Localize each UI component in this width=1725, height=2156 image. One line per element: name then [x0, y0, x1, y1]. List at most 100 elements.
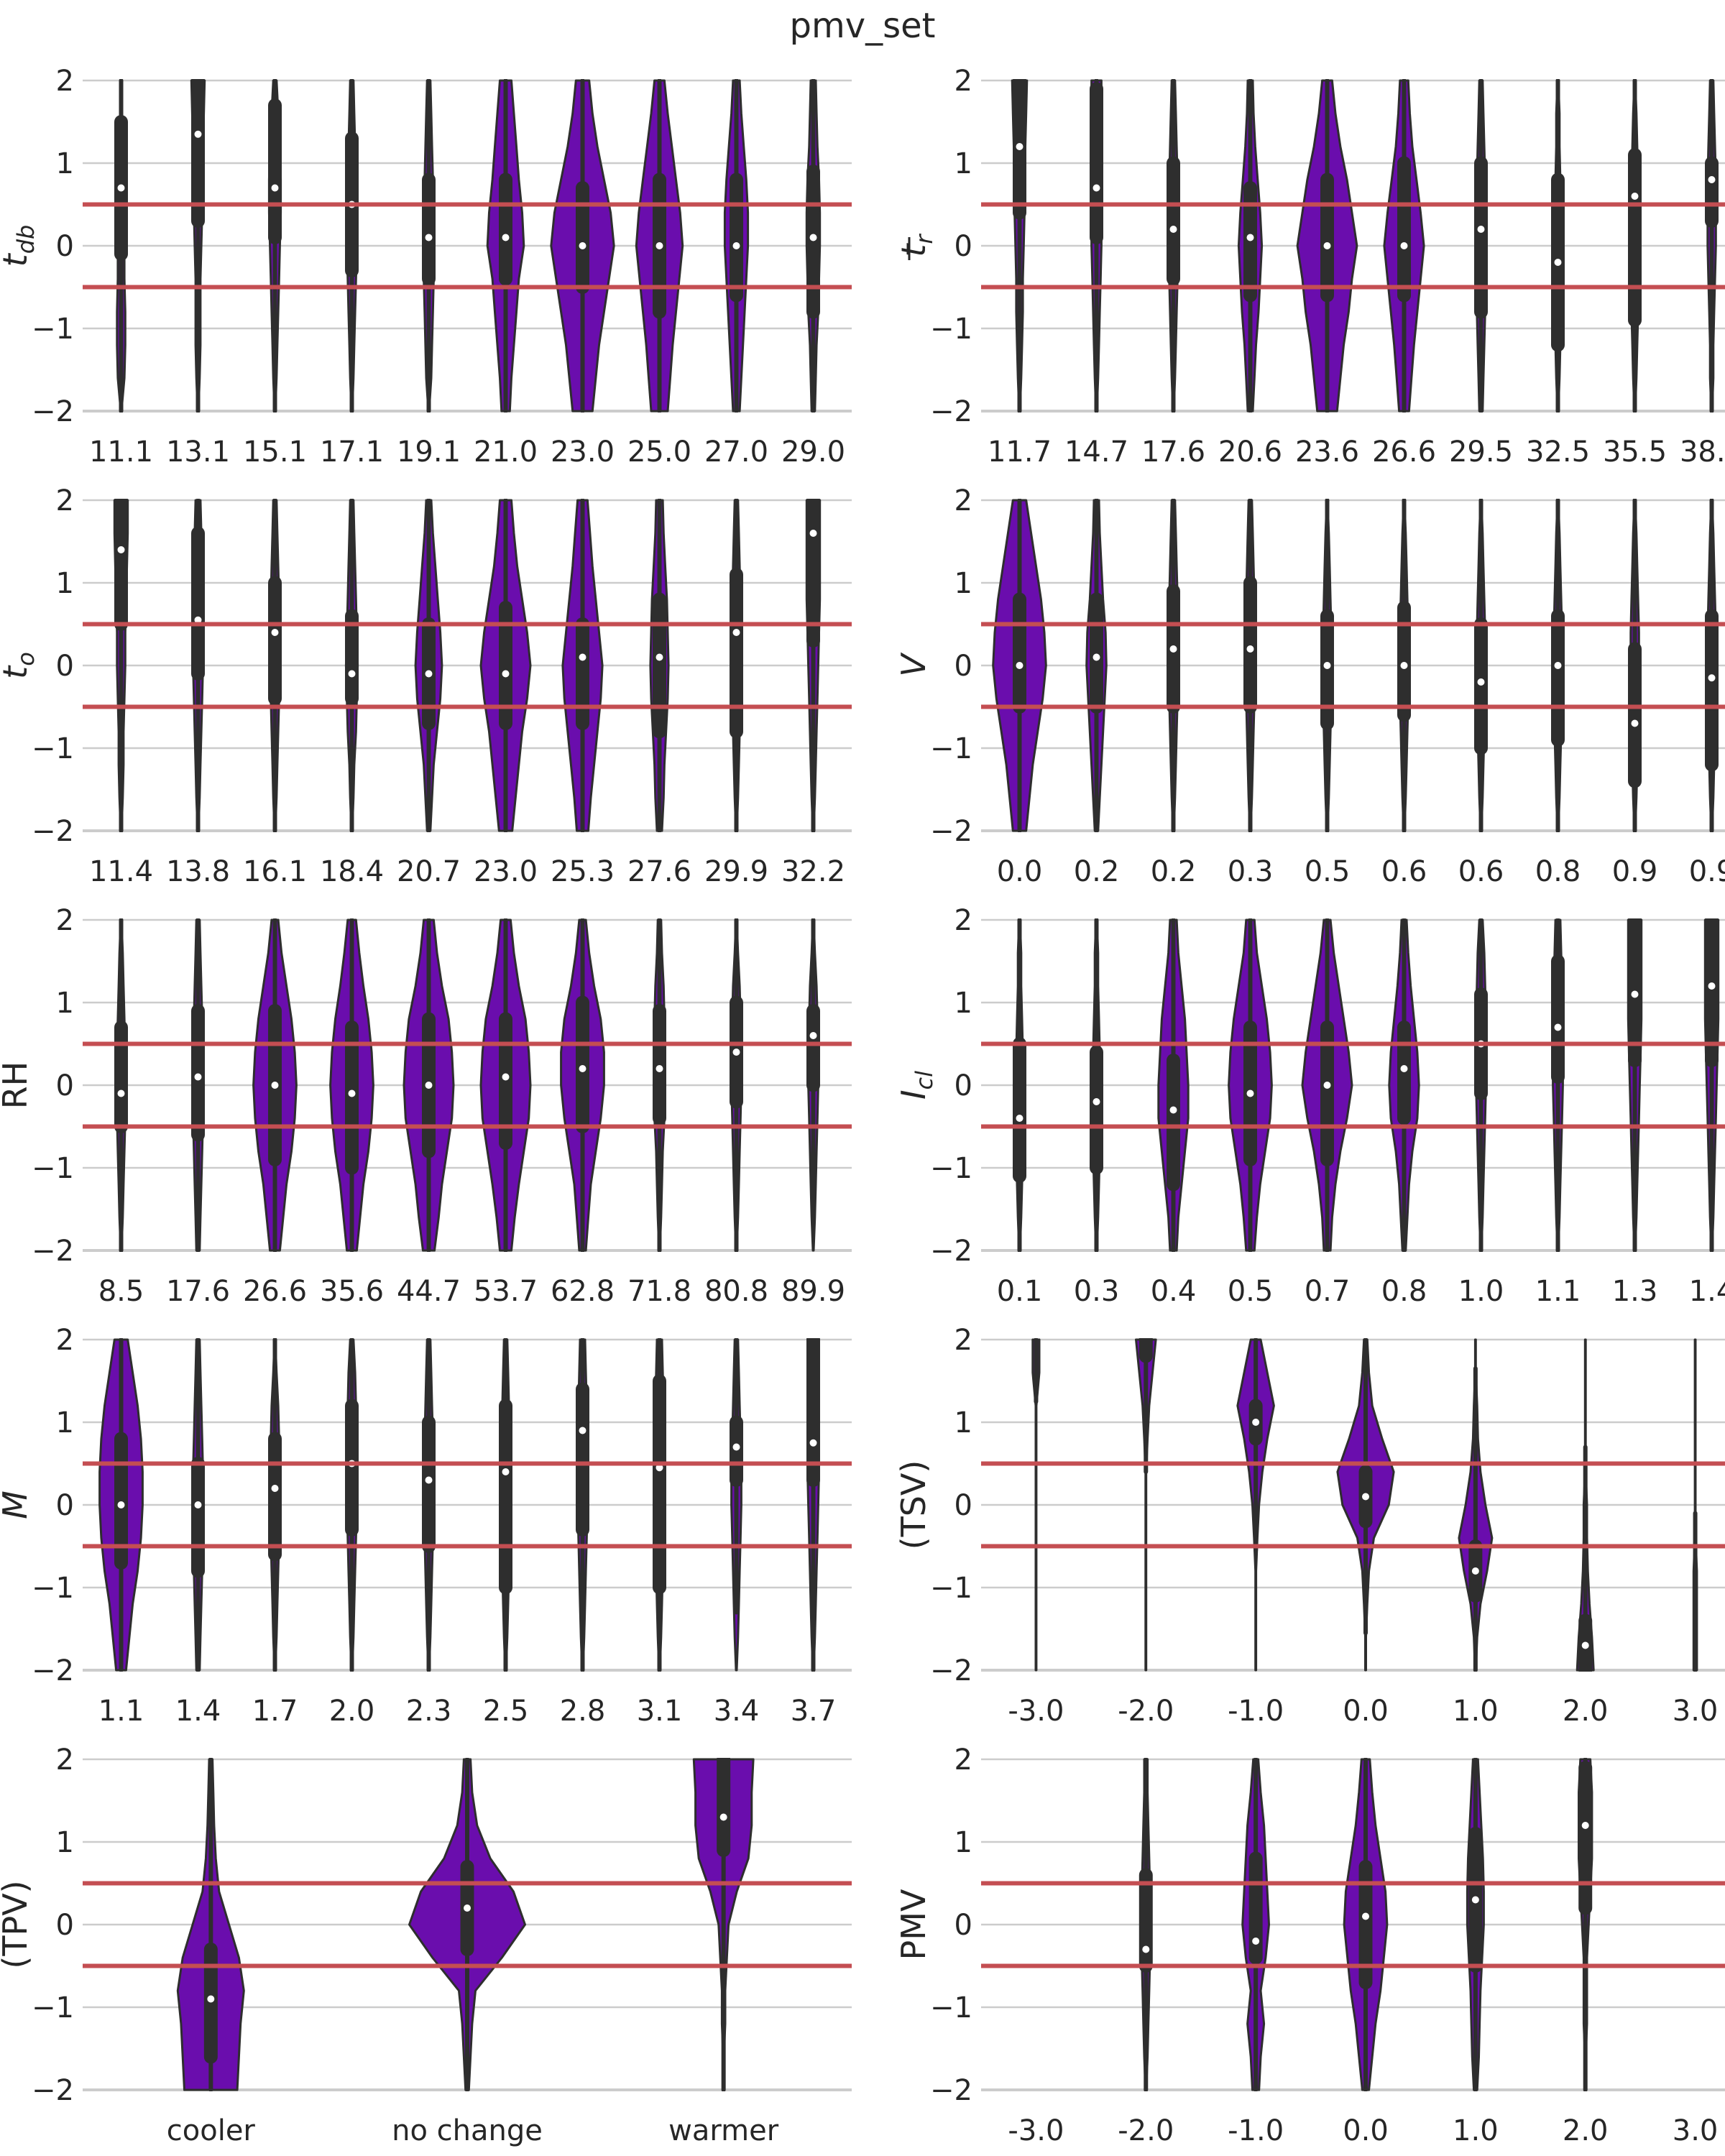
y-axis-label-main: M [0, 1491, 34, 1519]
violins [1011, 79, 1719, 413]
y-tick-label: −1 [930, 313, 972, 346]
x-tick-label: 2.0 [329, 1695, 375, 1728]
y-axis-label: Icl [894, 1071, 938, 1100]
x-tick-label: 0.0 [1343, 2114, 1389, 2147]
y-tick-label: 2 [56, 65, 74, 98]
x-tick-label: 2.8 [560, 1695, 606, 1728]
x-tick-label: 80.8 [704, 1275, 768, 1308]
violin-median-dot [732, 629, 740, 636]
y-axis-label-main: (TPV) [0, 1880, 34, 1968]
x-tick-label: 3.1 [637, 1695, 683, 1728]
violin-median-dot [1554, 662, 1562, 669]
y-tick-label: −2 [32, 815, 74, 848]
y-tick-label: −2 [32, 2074, 74, 2107]
chart-panel-4: −2 −1 0 1 2 V 0.0 0.2 0.2 0.3 0.5 0.6 0.6 0.8 0.9 0.9 [894, 484, 1725, 888]
violin-median-dot [1323, 1082, 1331, 1089]
chart-panel-6: −2 −1 0 1 2 Icl 0.1 0.3 0.4 0.5 0.7 0.8 1.0 1.1 1.3 1.4 [894, 904, 1725, 1308]
x-tick-label: 0.2 [1074, 855, 1120, 888]
x-tick-label: -2.0 [1118, 1695, 1174, 1728]
violin-median-dot [656, 1464, 663, 1472]
x-tick-label: 35.6 [320, 1275, 384, 1308]
violin-median-dot [1016, 143, 1024, 150]
chart-panel-2: −2 −1 0 1 2 tr 11.7 14.7 17.6 20.6 23.6 26.6 29.5 32.… [894, 65, 1725, 469]
violins [113, 499, 822, 832]
violin-median-dot [1554, 1023, 1562, 1031]
x-tick-label: 0.9 [1689, 855, 1725, 888]
violin-median-dot [1016, 1115, 1024, 1122]
x-tick-label: -1.0 [1228, 2114, 1284, 2147]
x-tick-label: 13.8 [166, 855, 230, 888]
x-tick-label: 2.0 [1563, 2114, 1609, 2147]
x-tick-label: 17.6 [166, 1275, 230, 1308]
violin-median-dot [1092, 1098, 1100, 1105]
violin-median-dot [656, 653, 663, 661]
y-axis-label-main: V [894, 652, 933, 677]
y-tick-label: 1 [56, 1406, 74, 1439]
figure-title: pmv_set [790, 6, 936, 46]
violin-median-dot [732, 242, 740, 249]
y-tick-label: 0 [954, 1909, 972, 1942]
y-axis-label-subscript: cl [911, 1071, 938, 1090]
y-tick-label: 1 [56, 1826, 74, 1859]
x-tick-label: 0.5 [1228, 1275, 1274, 1308]
x-tick-label: 0.7 [1305, 1275, 1351, 1308]
violins [114, 918, 820, 1252]
x-tick-label: 1.4 [1689, 1275, 1725, 1308]
y-tick-label: 2 [954, 484, 972, 517]
violin-median-dot [271, 184, 279, 192]
x-tick-label: 18.4 [320, 855, 384, 888]
violin-median-dot [809, 530, 817, 537]
violin-median-dot [117, 1089, 125, 1097]
y-axis-label: M [0, 1491, 34, 1519]
x-tick-label: 3.4 [714, 1695, 760, 1728]
violin-median-dot [809, 1439, 817, 1447]
y-axis-label: V [894, 652, 933, 677]
y-axis-label-main: t [0, 665, 34, 679]
violin-median-dot [656, 1065, 663, 1072]
y-tick-label: 0 [56, 1909, 74, 1942]
violin-median-dot [1708, 982, 1716, 990]
violin-median-dot [425, 670, 433, 678]
y-axis-label: to [0, 652, 40, 679]
x-tick-label: 1.0 [1453, 1695, 1499, 1728]
x-tick-label: 23.0 [551, 436, 615, 469]
y-tick-label: −1 [930, 1991, 972, 2024]
violin-median-dot [579, 1427, 586, 1434]
violin-median-dot [1471, 1567, 1479, 1575]
violin-median-dot [1323, 242, 1331, 249]
violin-median-dot [1631, 719, 1639, 727]
x-tick-label: 38.5 [1680, 436, 1725, 469]
x-tick-label: 29.0 [781, 436, 845, 469]
y-tick-label: 1 [954, 567, 972, 600]
violins [176, 1758, 755, 2091]
x-tick-label: 29.5 [1449, 436, 1513, 469]
chart-panel-7: −2 −1 0 1 2 M 1.1 1.4 1.7 2.0 2.3 2.5 2.8 3.1 3.4 3.7 [0, 1324, 852, 1728]
x-tick-label: 17.1 [320, 436, 384, 469]
x-tick-label: 1.0 [1458, 1275, 1504, 1308]
violin-median-dot [348, 670, 356, 678]
x-tick-label: 19.1 [397, 436, 461, 469]
y-axis-label-subscript: db [12, 225, 40, 254]
x-tick-label: -1.0 [1228, 1695, 1284, 1728]
violin-median-dot [1323, 662, 1331, 669]
violin-median-dot [1708, 674, 1716, 682]
violin-median-dot [1169, 1106, 1177, 1114]
y-tick-label: −1 [32, 1991, 74, 2024]
violin-median-dot [194, 1501, 202, 1508]
violin-median-dot [348, 1089, 356, 1097]
violin-median-dot [1362, 1912, 1369, 1920]
violin-median-dot [502, 234, 510, 241]
violin-median-dot [207, 1995, 215, 2003]
x-tick-label: 0.9 [1612, 855, 1658, 888]
x-tick-label: cooler [167, 2114, 256, 2147]
violin-median-dot [1142, 1319, 1149, 1327]
x-tick-label: 32.5 [1526, 436, 1590, 469]
x-tick-label: 0.6 [1381, 855, 1427, 888]
y-tick-label: −2 [930, 395, 972, 428]
violin-median-dot [1169, 645, 1177, 653]
violin-median-dot [1169, 226, 1177, 233]
x-tick-label: 15.1 [243, 436, 307, 469]
violin-median-dot [1554, 259, 1562, 266]
violin-median-dot [1246, 1089, 1254, 1097]
x-tick-label: 23.0 [474, 855, 538, 888]
